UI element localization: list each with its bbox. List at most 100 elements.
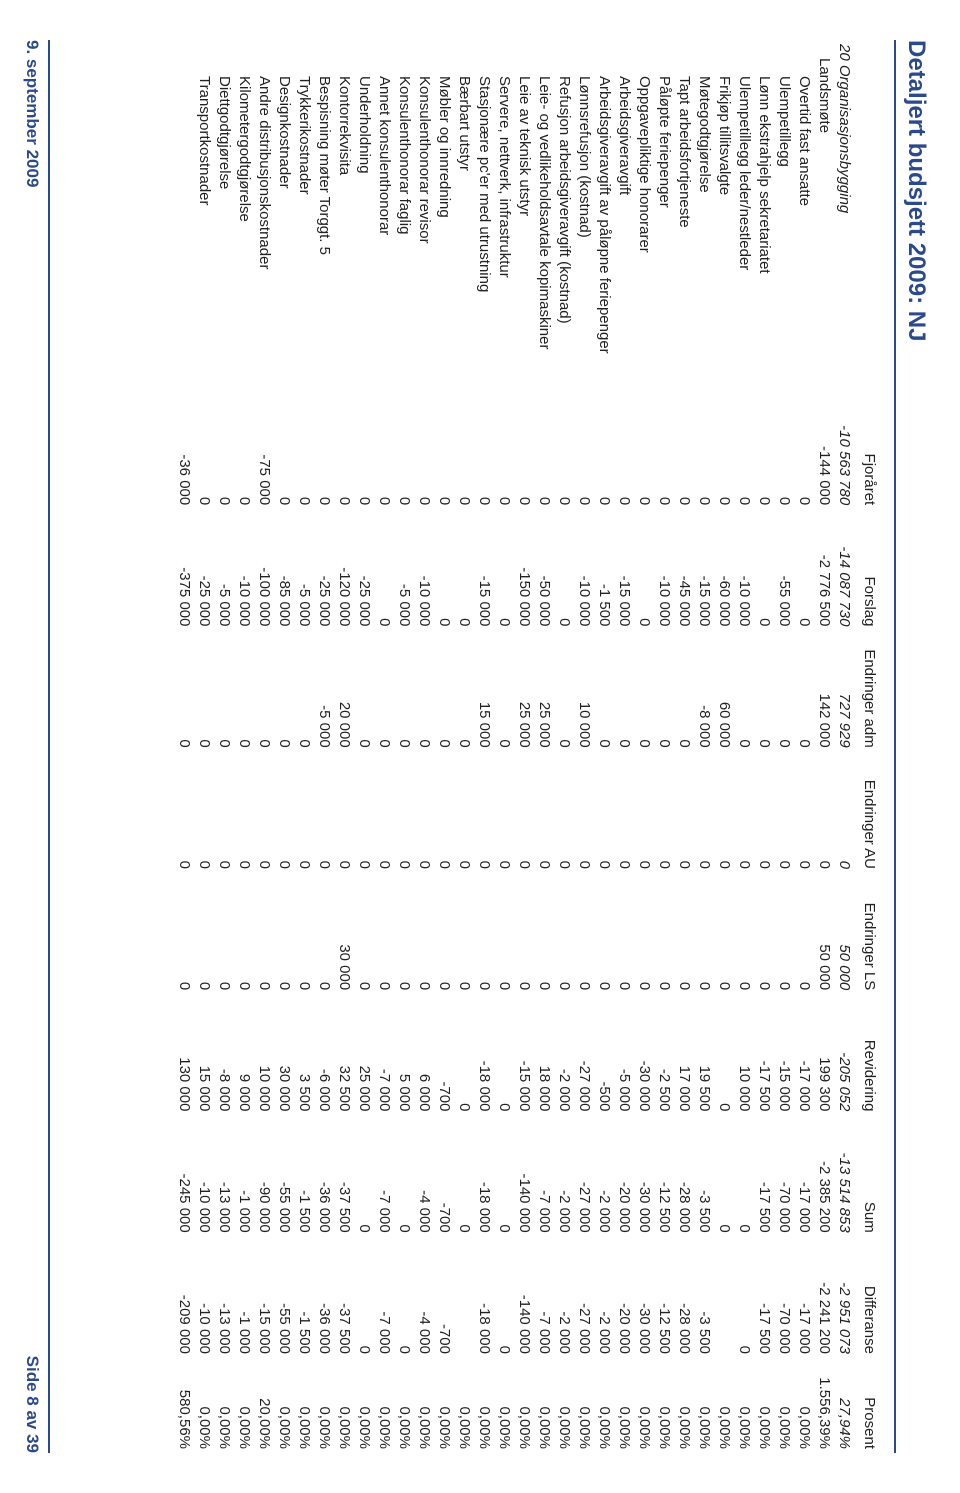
cell: 0	[475, 873, 495, 994]
cell: 0	[375, 752, 395, 873]
cell: -10 000	[195, 1237, 215, 1358]
cell: 0,00%	[315, 1358, 335, 1453]
cell: 0	[335, 752, 355, 873]
cell: 0	[795, 509, 815, 630]
cell: 20,00%	[255, 1358, 275, 1453]
cell: -140 000	[515, 1237, 535, 1358]
row-label: Påløpte feriepenger	[655, 40, 675, 388]
cell: -2 776 500	[815, 509, 835, 630]
row-label: Stasjonære pc'er med utrustning	[475, 40, 495, 388]
cell: -140 000	[515, 1115, 535, 1236]
cell: 0,00%	[775, 1358, 795, 1453]
col-header: Differanse	[855, 1237, 880, 1358]
cell: 0	[435, 873, 455, 994]
cell: 0	[295, 630, 315, 751]
row-label: Overtid fast ansatte	[795, 40, 815, 388]
cell: 0,00%	[655, 1358, 675, 1453]
cell: -7 000	[535, 1237, 555, 1358]
cell: 0	[395, 1237, 415, 1358]
cell: 0	[355, 1237, 375, 1358]
cell: -7 000	[375, 1237, 395, 1358]
cell: 25 000	[535, 630, 555, 751]
cell: -2 241 200	[815, 1237, 835, 1358]
cell: 0	[615, 388, 635, 509]
cell: 0	[595, 388, 615, 509]
cell: 0	[555, 630, 575, 751]
cell: 27,94%	[835, 1358, 855, 1453]
cell: 0	[515, 873, 535, 994]
row-label: Designkostnader	[275, 40, 295, 388]
cell: 0	[595, 873, 615, 994]
cell: 0,00%	[435, 1358, 455, 1453]
cell: -2 000	[595, 1115, 615, 1236]
cell: 6 000	[415, 994, 435, 1115]
cell: 0	[555, 509, 575, 630]
table-row: -36 000-375 000000130 000-245 000-209 00…	[175, 40, 195, 1453]
cell: -15 000	[255, 1237, 275, 1358]
cell: 0	[315, 873, 335, 994]
cell: 0	[355, 388, 375, 509]
cell: 0	[675, 388, 695, 509]
cell: -17 500	[755, 1115, 775, 1236]
table-row: Annet konsulenthonorar00000-7 000-7 000-…	[375, 40, 395, 1453]
cell: -15 000	[775, 994, 795, 1115]
cell: 0	[515, 388, 535, 509]
cell: 0	[695, 873, 715, 994]
cell: -17 500	[755, 994, 775, 1115]
cell: 0	[455, 388, 475, 509]
cell: 0,00%	[295, 1358, 315, 1453]
cell: -2 500	[655, 994, 675, 1115]
cell: 0	[275, 752, 295, 873]
cell: -700	[435, 994, 455, 1115]
table-row: Underholdning0-25 00000025 000000,00%	[355, 40, 375, 1453]
cell: -27 000	[575, 994, 595, 1115]
cell: 0	[415, 873, 435, 994]
cell: 0	[755, 873, 775, 994]
cell: 0	[515, 752, 535, 873]
cell: -100 000	[255, 509, 275, 630]
row-label: Andre distribusjonskostnader	[255, 40, 275, 388]
cell: 0	[255, 752, 275, 873]
cell: -3 500	[695, 1237, 715, 1358]
cell: 0	[495, 1237, 515, 1358]
cell: 0	[275, 873, 295, 994]
table-row: Leie- og vedlikeholdsavtale kopimaskiner…	[535, 40, 555, 1453]
cell: 0	[495, 630, 515, 751]
cell: 0	[615, 630, 635, 751]
cell: -37 500	[335, 1237, 355, 1358]
table-row: Konsulenthonorar revisor0-10 0000006 000…	[415, 40, 435, 1453]
cell: 0	[375, 873, 395, 994]
cell: -36 000	[315, 1237, 335, 1358]
col-header: Revidering	[855, 994, 880, 1115]
cell: 0	[275, 630, 295, 751]
cell: 0	[715, 994, 735, 1115]
table-row: Designkostnader0-85 00000030 000-55 000-…	[275, 40, 295, 1453]
table-row: Møbler og innredning00000-700-700-7000,0…	[435, 40, 455, 1453]
cell: -375 000	[175, 509, 195, 630]
cell: -10 563 780	[835, 388, 855, 509]
cell: -1 000	[235, 1237, 255, 1358]
cell: 0,00%	[335, 1358, 355, 1453]
cell: 0	[775, 752, 795, 873]
cell: 1.556,39%	[815, 1358, 835, 1453]
cell: 0	[475, 752, 495, 873]
cell: -4 000	[415, 1115, 435, 1236]
cell: 0	[735, 630, 755, 751]
cell: 0	[455, 1115, 475, 1236]
cell: 0	[755, 630, 775, 751]
cell: -7 000	[375, 994, 395, 1115]
col-header: Endringer AU	[855, 752, 880, 873]
cell: 0,00%	[235, 1358, 255, 1453]
row-label: Frikjøp tillitsvalgte	[715, 40, 735, 388]
cell: -30 000	[635, 1115, 655, 1236]
cell: -7 000	[535, 1115, 555, 1236]
cell: -6 000	[315, 994, 335, 1115]
cell: -25 000	[195, 509, 215, 630]
cell: -5 000	[295, 509, 315, 630]
cell: -30 000	[635, 1237, 655, 1358]
cell: 0	[175, 873, 195, 994]
table-row: 20 Organisasjonsbygging-10 563 780-14 08…	[835, 40, 855, 1453]
cell: 10 000	[575, 630, 595, 751]
cell: 0	[795, 388, 815, 509]
cell: 0	[235, 752, 255, 873]
